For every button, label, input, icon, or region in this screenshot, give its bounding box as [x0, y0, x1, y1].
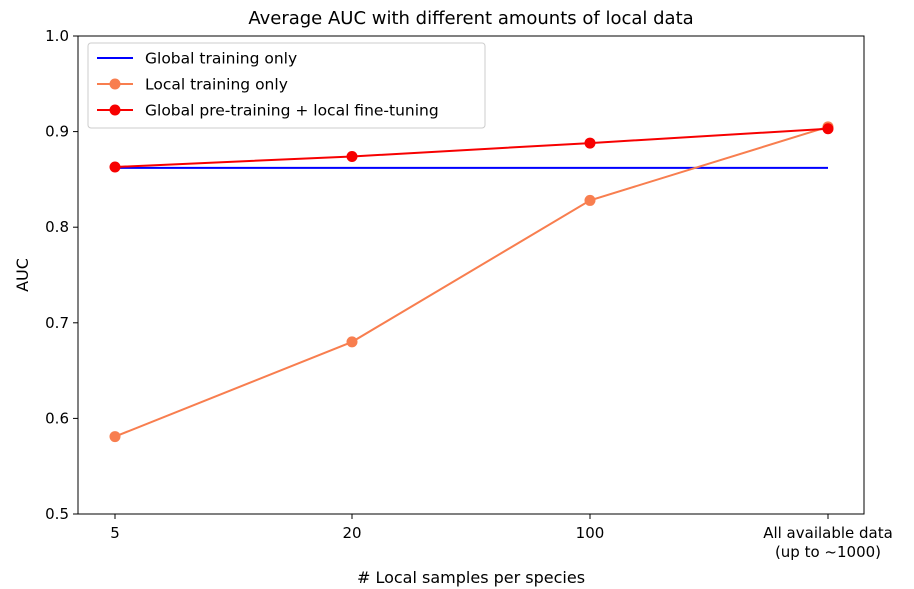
legend-entry: Local training only — [97, 76, 288, 94]
legend-label: Local training only — [145, 76, 288, 94]
legend-label: Global pre-training + local fine-tuning — [145, 102, 439, 120]
x-tick-label: (up to ~1000) — [775, 543, 881, 561]
y-tick-label: 0.7 — [45, 314, 69, 332]
x-axis: 5 20 100 All available data(up to ~1000) — [110, 514, 893, 561]
series-line — [114, 125, 829, 438]
legend-box — [87, 42, 486, 129]
y-axis: 0.5 0.6 0.7 0.8 0.9 1.0 — [45, 27, 78, 523]
y-tick-label: 0.5 — [45, 505, 69, 523]
plot-frame — [77, 35, 865, 515]
data-point — [584, 137, 596, 149]
y-tick-label: 0.9 — [45, 123, 69, 141]
series-3 — [109, 123, 834, 173]
series-line — [114, 127, 829, 168]
data-point — [584, 194, 596, 206]
y-tick-label: 1.0 — [45, 27, 69, 45]
legend-entry: Global training only — [97, 50, 297, 68]
x-tick-label: 20 — [342, 524, 361, 542]
plot-area — [77, 35, 865, 515]
legend: Global training only Local training only G… — [87, 42, 486, 129]
legend-entry: Global pre-training + local fine-tuning — [97, 102, 439, 120]
data-point — [346, 150, 358, 162]
x-axis-label: # Local samples per species — [357, 568, 585, 587]
legend-marker — [109, 78, 121, 90]
legend-label: Global training only — [145, 50, 297, 68]
x-tick-label: All available data — [763, 524, 893, 542]
legend-marker — [109, 104, 121, 116]
data-point — [109, 161, 121, 173]
x-tick-label: 100 — [576, 524, 605, 542]
y-axis-label: AUC — [13, 258, 32, 292]
series-layer — [109, 121, 834, 443]
y-tick-label: 0.8 — [45, 218, 69, 236]
series-2 — [109, 121, 834, 443]
chart-title: Average AUC with different amounts of lo… — [248, 8, 693, 29]
y-tick-label: 0.6 — [45, 409, 69, 427]
x-tick-label: 5 — [110, 524, 120, 542]
data-point — [109, 431, 121, 443]
data-point — [346, 336, 358, 348]
data-point — [822, 123, 834, 135]
